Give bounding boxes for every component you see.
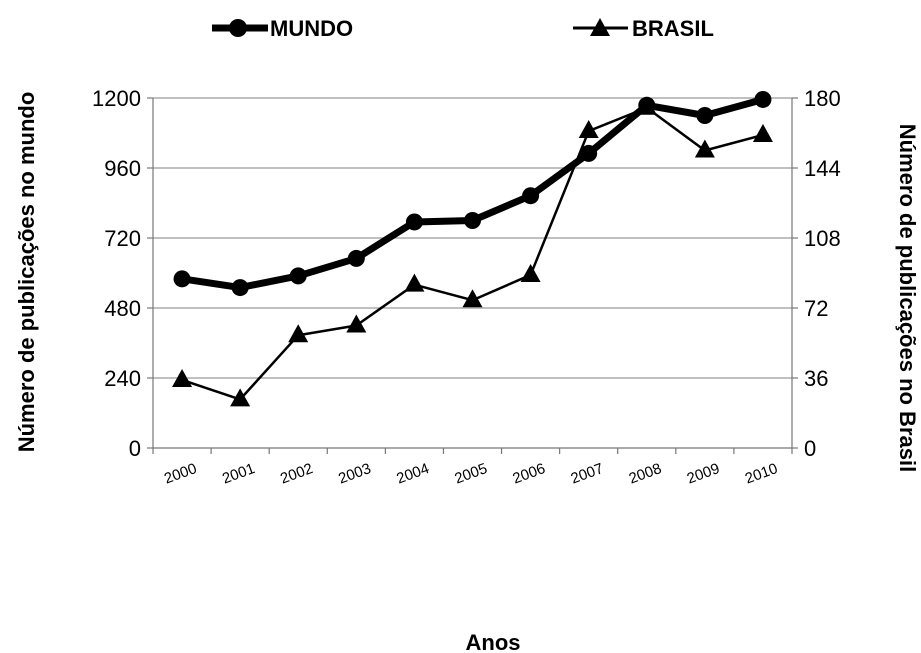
point-brasil: [230, 388, 251, 407]
series-line-brasil: [181, 106, 764, 401]
y-axis-left-title: Número de publicações no mundo: [14, 92, 39, 453]
x-tick-label: 2009: [685, 460, 722, 487]
y-left-tick-label: 960: [104, 156, 141, 181]
point-mundo: [173, 270, 191, 288]
legend: MUNDO BRASIL: [212, 16, 714, 41]
point-brasil: [752, 123, 773, 142]
x-tick-label: 2003: [336, 460, 373, 487]
x-tick-label: 2004: [394, 460, 431, 487]
axes: [152, 98, 793, 449]
y-left-tick-label: 0: [129, 436, 141, 461]
y-left-tick-label: 1200: [92, 86, 141, 111]
legend-brasil-label: BRASIL: [632, 16, 714, 41]
legend-mundo-label: MUNDO: [270, 16, 353, 41]
y-right-tick-label: 180: [804, 86, 841, 111]
point-mundo: [347, 249, 365, 267]
point-brasil: [520, 263, 541, 282]
point-mundo: [464, 212, 481, 229]
y-axis-right-ticks: 0 36 72 108 144 180: [792, 86, 841, 461]
x-tick-label: 2007: [569, 460, 606, 487]
x-tick-label: 2002: [278, 460, 315, 487]
y-left-tick-label: 720: [104, 226, 141, 251]
y-axis-right-title: Número de publicações no Brasil: [895, 124, 920, 472]
point-brasil: [694, 139, 715, 158]
series-lines: [181, 96, 764, 401]
point-mundo: [696, 107, 714, 124]
point-brasil: [346, 314, 367, 333]
point-brasil: [172, 368, 193, 387]
point-brasil: [636, 96, 657, 115]
series-markers: [172, 90, 773, 407]
point-brasil: [288, 324, 309, 343]
x-axis-title: Anos: [466, 630, 521, 653]
y-right-tick-label: 36: [804, 366, 828, 391]
point-brasil: [578, 120, 599, 139]
point-mundo: [754, 90, 772, 108]
y-right-tick-label: 108: [804, 226, 841, 251]
x-tick-label: 2000: [162, 460, 199, 487]
point-mundo: [580, 144, 598, 162]
point-mundo: [405, 213, 423, 231]
x-tick-label: 2006: [510, 460, 547, 487]
point-brasil: [462, 289, 483, 308]
y-axis-left-ticks: 0 240 480 720 960 1200: [92, 86, 153, 461]
x-tick-label: 2005: [452, 460, 489, 487]
x-tick-label: 2008: [627, 460, 664, 487]
point-mundo: [231, 279, 249, 297]
y-right-tick-label: 72: [804, 296, 828, 321]
y-left-tick-label: 240: [104, 366, 141, 391]
x-tick-label: 2001: [220, 460, 257, 487]
legend-mundo-marker: [229, 19, 247, 37]
point-mundo: [289, 267, 307, 285]
y-right-tick-label: 0: [804, 436, 816, 461]
x-tick-label: 2010: [743, 460, 780, 487]
x-axis-ticks: 2000 2001 2002 2003 2004 2005 2006 2007 2008 2009…: [152, 448, 793, 487]
point-mundo: [522, 187, 540, 205]
y-left-tick-label: 480: [104, 296, 141, 321]
point-brasil: [404, 273, 425, 292]
gridlines: [153, 97, 792, 379]
legend-brasil-marker: [590, 18, 610, 36]
y-right-tick-label: 144: [804, 156, 841, 181]
